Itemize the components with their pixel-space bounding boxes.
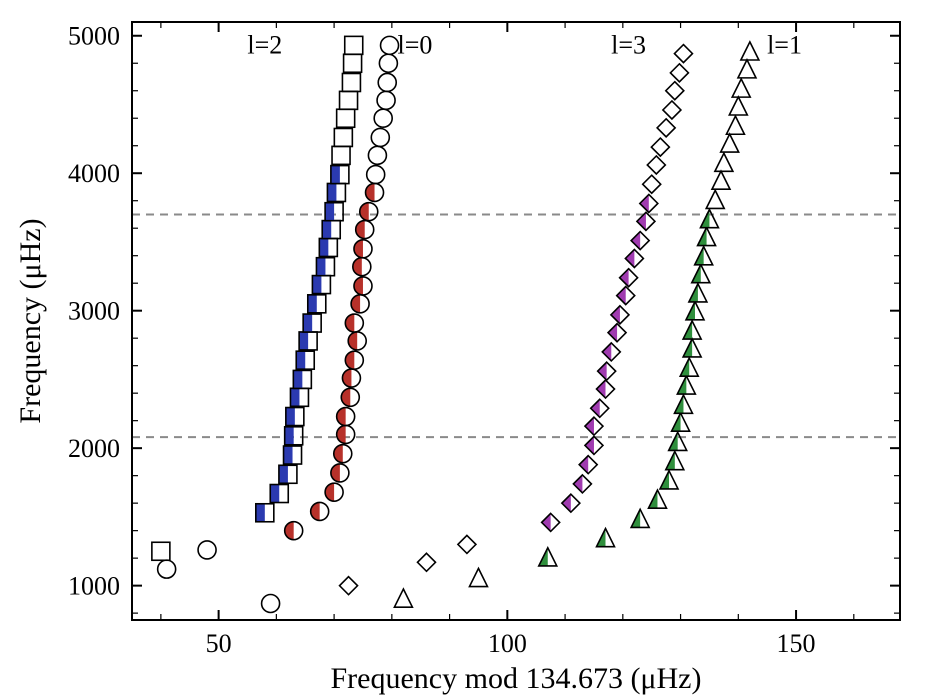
svg-text:2000: 2000 [68, 434, 120, 463]
svg-text:3000: 3000 [68, 297, 120, 326]
svg-text:1000: 1000 [68, 572, 120, 601]
svg-text:4000: 4000 [68, 159, 120, 188]
svg-text:100: 100 [488, 629, 527, 658]
svg-text:Frequency (μHz): Frequency (μHz) [14, 218, 47, 423]
echelle-chart: 50 100 150 1000 2000 3000 4000 5000 Frequency mo… [0, 0, 926, 695]
svg-text:l=0: l=0 [398, 30, 433, 59]
chart-svg: 50 100 150 1000 2000 3000 4000 5000 Frequency mo… [0, 0, 926, 695]
svg-text:l=1: l=1 [767, 30, 802, 59]
svg-text:l=3: l=3 [611, 30, 646, 59]
svg-text:50: 50 [206, 629, 232, 658]
svg-text:l=2: l=2 [247, 30, 282, 59]
svg-text:150: 150 [777, 629, 816, 658]
svg-text:Frequency mod 134.673 (μHz): Frequency mod 134.673 (μHz) [330, 662, 701, 695]
svg-text:5000: 5000 [68, 22, 120, 51]
